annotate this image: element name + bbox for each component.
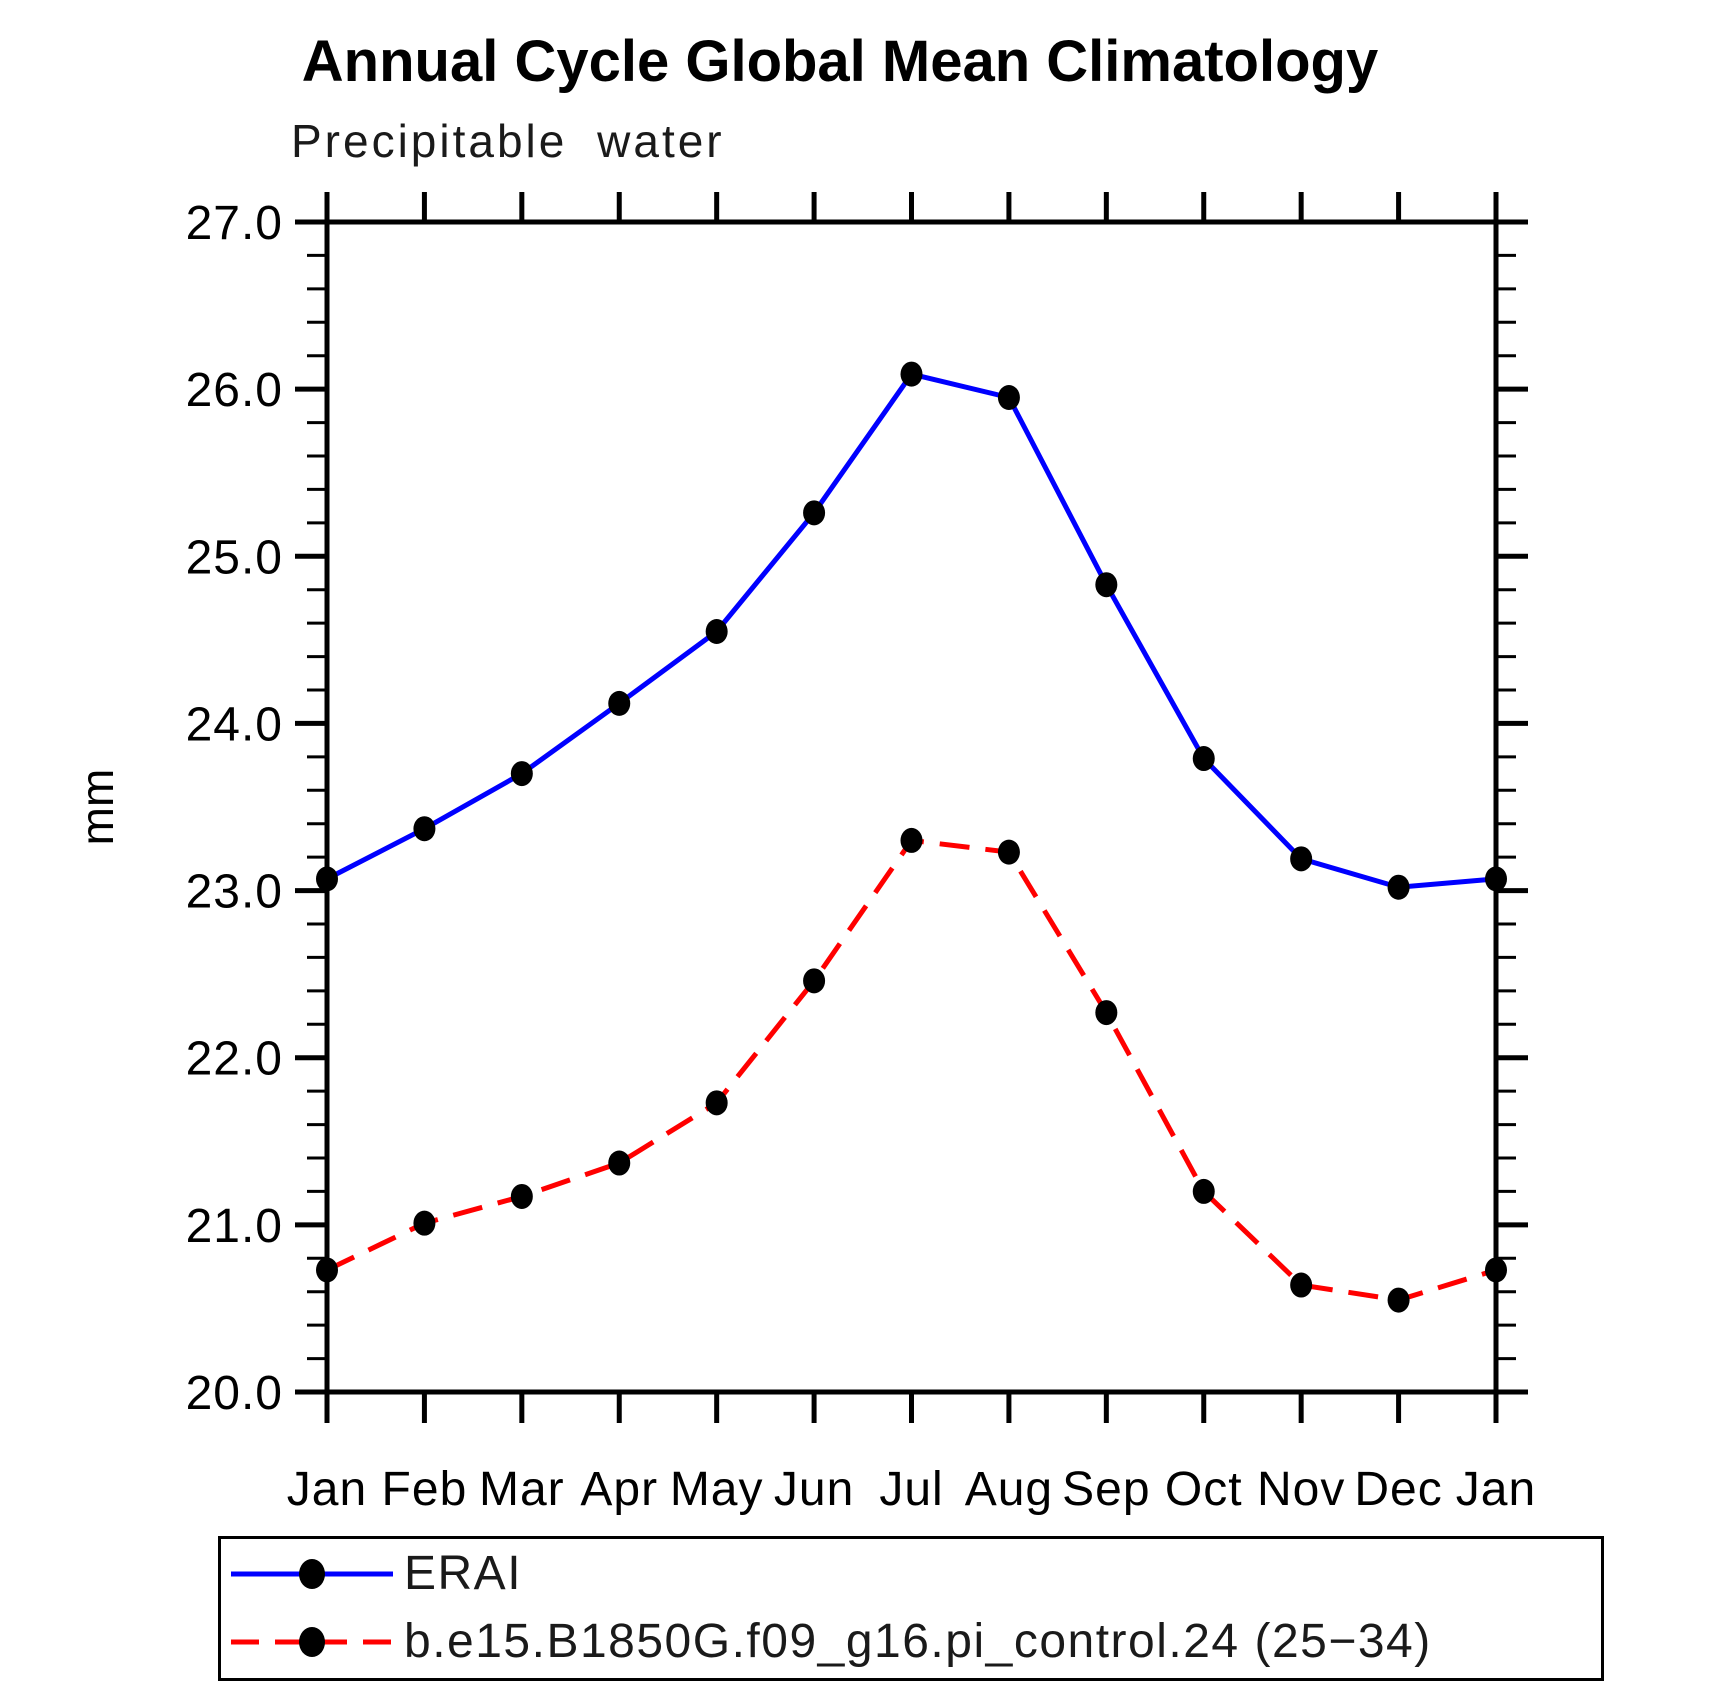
- data-point-marker: [413, 816, 436, 842]
- data-point-marker: [997, 385, 1020, 410]
- chart-subtitle: Precipitable water: [291, 115, 725, 167]
- x-tick-label: Apr: [580, 1463, 658, 1516]
- data-point-marker: [1387, 1287, 1410, 1313]
- x-tick-label: Jan: [287, 1463, 367, 1516]
- chart-title: Annual Cycle Global Mean Climatology: [301, 29, 1379, 94]
- axis-frame: [324, 219, 1499, 1395]
- data-point-marker: [1290, 1272, 1313, 1298]
- data-point-marker: [803, 500, 826, 526]
- data-point-marker: [705, 619, 728, 644]
- x-tick-label: Dec: [1354, 1463, 1442, 1516]
- data-point-marker: [413, 1210, 436, 1236]
- y-tick-label: 21.0: [186, 1200, 283, 1253]
- data-point-marker: [510, 1183, 533, 1209]
- data-point-marker: [900, 361, 923, 387]
- x-tick-label: Mar: [479, 1463, 565, 1516]
- x-tick-label: Jan: [1456, 1463, 1536, 1516]
- data-point-marker: [803, 968, 826, 994]
- x-tick-label: Jun: [774, 1463, 854, 1516]
- data-point-marker: [705, 1090, 728, 1116]
- data-point-marker: [1485, 1257, 1507, 1283]
- data-point-marker: [900, 827, 923, 853]
- legend-entry-erai: ERAI: [226, 1539, 522, 1609]
- y-tick-label: 24.0: [186, 698, 283, 751]
- data-point-marker: [1290, 846, 1313, 872]
- data-point-marker: [1095, 1000, 1118, 1026]
- legend-box: ERAI b.e15.B1850G.f09_g16.pi_control.24 …: [218, 1536, 1604, 1681]
- legend-entry-model: b.e15.B1850G.f09_g16.pi_control.24 (25−3…: [226, 1607, 1432, 1677]
- model-line-sample-icon: [231, 1627, 393, 1657]
- data-point-marker: [316, 1257, 338, 1283]
- data-point-marker: [510, 761, 533, 787]
- data-point-marker: [1192, 746, 1215, 772]
- x-tick-label: Jul: [879, 1463, 943, 1516]
- y-tick-label: 23.0: [186, 866, 283, 919]
- erai-series-line: [325, 371, 1497, 890]
- data-point-marker: [316, 866, 338, 892]
- y-tick-label: 27.0: [186, 197, 283, 250]
- y-tick-label: 25.0: [186, 531, 283, 584]
- legend-label-erai: ERAI: [404, 1547, 523, 1600]
- x-tick-label: Feb: [382, 1463, 468, 1516]
- model-series-line: [325, 837, 1497, 1303]
- data-point-marker: [1095, 572, 1118, 598]
- data-point-marker: [608, 690, 631, 716]
- data-point-marker: [1485, 866, 1507, 892]
- data-point-marker: [1387, 874, 1410, 900]
- y-tick-label: 20.0: [186, 1367, 283, 1420]
- x-tick-label: Oct: [1165, 1463, 1243, 1516]
- x-tick-label: Sep: [1062, 1463, 1150, 1516]
- y-axis-title: mm: [71, 769, 123, 846]
- data-point-marker: [1192, 1178, 1215, 1204]
- y-tick-label: 26.0: [186, 364, 283, 417]
- data-point-marker: [608, 1150, 631, 1176]
- legend-label-model: b.e15.B1850G.f09_g16.pi_control.24 (25−3…: [404, 1615, 1432, 1668]
- erai-line-sample-icon: [231, 1559, 393, 1589]
- x-tick-label: Nov: [1257, 1463, 1345, 1516]
- data-point-marker: [997, 839, 1020, 865]
- x-tick-label: Aug: [965, 1463, 1053, 1516]
- y-tick-label: 22.0: [186, 1033, 283, 1086]
- x-tick-label: May: [670, 1463, 764, 1516]
